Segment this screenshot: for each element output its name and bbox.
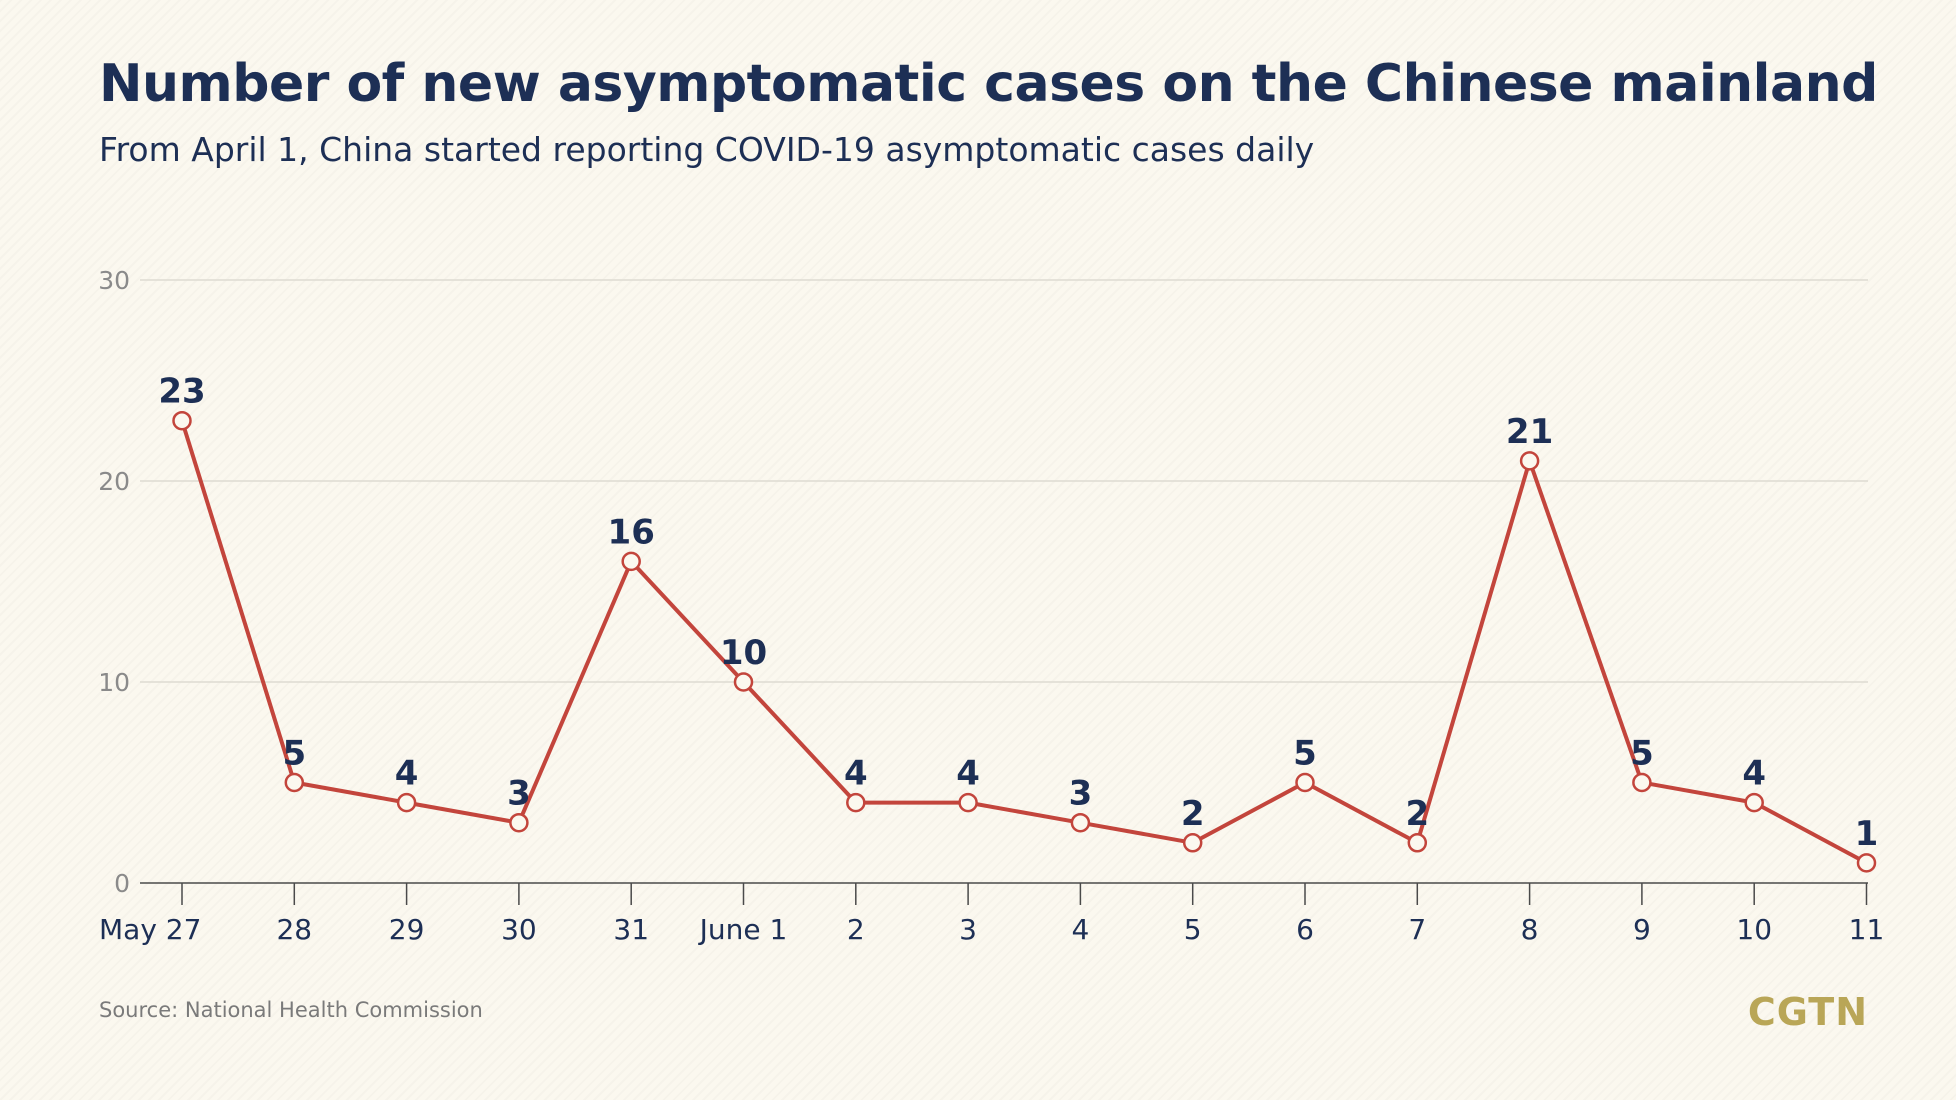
x-tick-label: 2 bbox=[847, 913, 865, 946]
data-labels: 23 5 4 3 16 10 4 4 3 2 5 2 21 5 4 1 bbox=[158, 372, 1878, 854]
x-tick-label: 6 bbox=[1296, 913, 1314, 946]
x-tick-label: 30 bbox=[501, 913, 537, 946]
data-point bbox=[621, 551, 641, 572]
y-tick-label: 10 bbox=[98, 668, 130, 697]
data-point bbox=[1632, 772, 1652, 793]
data-label: 3 bbox=[507, 774, 531, 814]
data-point bbox=[846, 792, 866, 813]
series-line bbox=[180, 418, 1869, 865]
x-tick-label: 5 bbox=[1184, 913, 1202, 946]
data-label: 2 bbox=[1405, 794, 1429, 834]
data-label: 21 bbox=[1506, 412, 1553, 452]
x-tick-label: 28 bbox=[276, 913, 312, 946]
x-tick-label: 29 bbox=[389, 913, 425, 946]
chart-title: Number of new asymptomatic cases on the … bbox=[99, 54, 1878, 114]
data-label: 4 bbox=[844, 754, 868, 794]
source-note: Source: National Health Commission bbox=[99, 998, 483, 1022]
data-point bbox=[1519, 451, 1540, 471]
y-tick-label: 30 bbox=[98, 266, 130, 295]
x-tick-label: 9 bbox=[1633, 913, 1651, 946]
data-point bbox=[1295, 772, 1315, 793]
series bbox=[172, 410, 1877, 873]
data-label: 4 bbox=[395, 754, 419, 794]
data-point bbox=[1407, 833, 1428, 853]
gridlines bbox=[140, 279, 1868, 683]
y-axis: 0 10 20 30 bbox=[98, 266, 130, 898]
chart-subtitle: From April 1, China started reporting CO… bbox=[99, 130, 1315, 169]
data-label: 23 bbox=[158, 372, 205, 412]
x-tick-label: 8 bbox=[1521, 913, 1539, 946]
x-axis: May 27 28 29 30 31 June 1 2 3 4 5 6 7 8 9 10 11 bbox=[99, 882, 1885, 946]
data-label: 4 bbox=[956, 754, 980, 794]
x-tick-label: June 1 bbox=[698, 913, 788, 946]
data-label: 5 bbox=[1293, 734, 1317, 774]
data-point bbox=[1182, 833, 1203, 853]
x-tick-label: 11 bbox=[1849, 913, 1885, 946]
data-label: 1 bbox=[1855, 814, 1879, 854]
data-label: 4 bbox=[1742, 754, 1766, 794]
data-label: 3 bbox=[1069, 774, 1093, 814]
data-point bbox=[1744, 792, 1764, 813]
data-label: 5 bbox=[1630, 734, 1654, 774]
data-point bbox=[284, 772, 305, 793]
x-tick-label: 3 bbox=[959, 913, 977, 946]
data-label: 2 bbox=[1181, 794, 1205, 834]
data-point bbox=[958, 792, 978, 813]
y-tick-label: 0 bbox=[114, 869, 130, 898]
x-tick-label: 10 bbox=[1736, 913, 1772, 946]
data-point bbox=[1070, 812, 1091, 833]
data-label: 5 bbox=[282, 734, 306, 774]
x-tick-label: May 27 bbox=[99, 913, 201, 946]
y-tick-label: 20 bbox=[98, 467, 130, 496]
x-tick-label: 7 bbox=[1408, 913, 1426, 946]
x-tick-label: 4 bbox=[1071, 913, 1089, 946]
data-label: 16 bbox=[608, 512, 655, 552]
data-point bbox=[733, 672, 754, 692]
data-point bbox=[172, 410, 192, 431]
data-point bbox=[509, 812, 529, 833]
cgtn-logo: CGTN bbox=[1747, 990, 1868, 1034]
data-point bbox=[1856, 853, 1877, 873]
data-point bbox=[396, 792, 417, 813]
data-label: 10 bbox=[720, 633, 767, 673]
x-tick-label: 31 bbox=[613, 913, 649, 946]
